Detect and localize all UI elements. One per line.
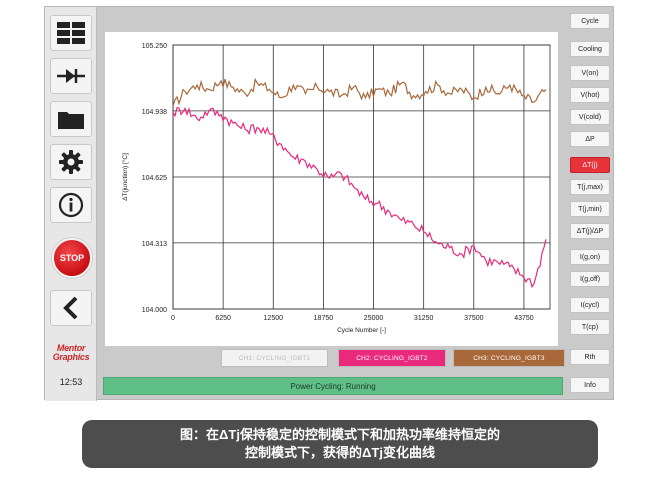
back-button[interactable]	[50, 290, 92, 326]
grid-icon	[57, 22, 85, 44]
y-tick-label: 104.313	[142, 241, 167, 248]
caption-line-1: 图：在ΔTj保持稳定的控制模式下和加热功率维持恒定的	[180, 427, 500, 442]
right-button-3[interactable]: V(hot)	[570, 87, 610, 103]
gear-icon	[59, 150, 83, 174]
right-button-10[interactable]: I(g,on)	[570, 249, 610, 265]
channel-button-1[interactable]: CH1: CYCLING_IGBT1	[221, 349, 328, 367]
app-window: STOP Mentor Graphics 12:53 104.000 104.31…	[44, 6, 615, 401]
caption-line-2: 控制模式下，获得的ΔTj变化曲线	[245, 445, 435, 460]
x-axis-label: Cycle Number [-]	[337, 327, 386, 334]
y-tick-label: 104.938	[142, 109, 167, 116]
folder-icon	[58, 112, 84, 129]
chart-panel: 104.000 104.313 104.625 104.938 105.250 0 6250…	[105, 32, 558, 346]
left-toolbar: STOP Mentor Graphics 12:53	[45, 7, 97, 401]
right-button-12[interactable]: I(cycl)	[570, 297, 610, 313]
clock: 12:53	[59, 377, 83, 387]
stop-label: STOP	[59, 253, 85, 263]
chevron-left-icon	[63, 296, 78, 320]
stop-button[interactable]: STOP	[52, 238, 92, 278]
right-button-6[interactable]: ΔT(j)	[570, 157, 610, 173]
right-button-2[interactable]: V(on)	[570, 65, 610, 81]
folder-button[interactable]	[50, 101, 92, 137]
y-tick-label: 104.625	[142, 175, 167, 182]
right-button-8[interactable]: T(j,min)	[570, 201, 610, 217]
channel-button-2[interactable]: CH2: CYCLING_IGBT2	[338, 349, 446, 367]
delta-tj-chart: 104.000 104.313 104.625 104.938 105.250 0 6250…	[121, 43, 551, 334]
right-button-0[interactable]: Cycle	[570, 13, 610, 29]
info-icon	[58, 192, 84, 218]
right-button-13[interactable]: T(cp)	[570, 319, 610, 335]
right-button-5[interactable]: ΔP	[570, 131, 610, 147]
diode-icon	[57, 69, 85, 83]
figure-caption: 图：在ΔTj保持稳定的控制模式下和加热功率维持恒定的 控制模式下，获得的ΔTj变…	[82, 420, 598, 468]
x-tick-label: 25000	[364, 315, 384, 322]
right-button-7[interactable]: T(j,max)	[570, 179, 610, 195]
x-tick-label: 6250	[215, 315, 231, 322]
x-tick-label: 18750	[314, 315, 334, 322]
right-toolbar: Cycle Cooling V(on) V(hot) V(cold) ΔP ΔT(j) T(j…	[565, 7, 615, 401]
status-bar: Power Cycling: Running	[103, 377, 563, 395]
series-line-1	[172, 77, 547, 107]
series-line-2	[172, 106, 547, 289]
x-tick-label: 31250	[414, 315, 434, 322]
device-button[interactable]	[50, 58, 92, 94]
right-button-11[interactable]: I(g,off)	[570, 271, 610, 287]
y-axis-label: ΔT(junction) [°C]	[121, 153, 129, 201]
mentor-graphics-logo: Mentor Graphics	[52, 343, 90, 362]
channel-button-3[interactable]: CH3: CYCLING_IGBT3	[453, 349, 565, 367]
x-tick-label: 12500	[264, 315, 284, 322]
y-tick-label: 104.000	[142, 307, 167, 314]
right-button-4[interactable]: V(cold)	[570, 109, 610, 125]
right-button-9[interactable]: ΔT(j)/ΔP	[570, 223, 610, 239]
y-tick-label: 105.250	[142, 43, 167, 50]
dashboard-button[interactable]	[50, 15, 92, 51]
x-tick-label: 37500	[464, 315, 484, 322]
right-button-15[interactable]: Info	[570, 377, 610, 393]
x-tick-label: 0	[171, 315, 175, 322]
settings-button[interactable]	[50, 144, 92, 180]
right-button-1[interactable]: Cooling	[570, 41, 610, 57]
x-tick-label: 43750	[514, 315, 534, 322]
info-button[interactable]	[50, 187, 92, 223]
right-button-14[interactable]: Rth	[570, 349, 610, 365]
